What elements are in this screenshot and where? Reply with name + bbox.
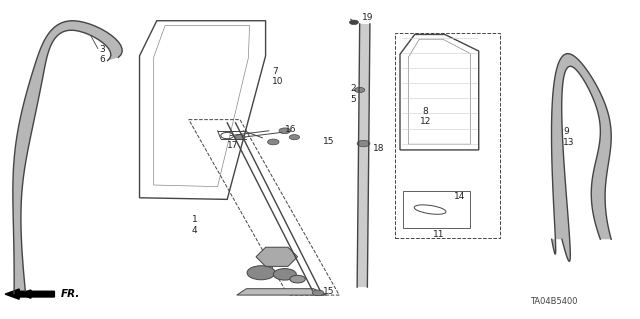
Circle shape [247, 266, 275, 280]
Polygon shape [357, 24, 370, 287]
Polygon shape [552, 54, 611, 261]
Text: 7
10: 7 10 [272, 67, 284, 86]
Circle shape [290, 275, 305, 283]
Text: 19: 19 [362, 13, 373, 22]
Text: 8
12: 8 12 [420, 107, 431, 126]
Text: 9
13: 9 13 [563, 128, 575, 147]
Text: 18: 18 [372, 144, 384, 153]
Polygon shape [237, 289, 326, 295]
Text: TA04B5400: TA04B5400 [530, 297, 577, 306]
Circle shape [279, 128, 291, 134]
Circle shape [268, 139, 279, 145]
Polygon shape [256, 247, 298, 266]
FancyArrow shape [5, 289, 54, 299]
Text: 14: 14 [454, 192, 466, 201]
Text: 16: 16 [285, 125, 296, 134]
Polygon shape [13, 21, 122, 293]
Circle shape [273, 269, 296, 280]
Text: 15: 15 [323, 287, 335, 296]
Text: 1
4: 1 4 [192, 215, 198, 234]
Circle shape [235, 135, 245, 140]
Circle shape [357, 140, 370, 147]
Text: 17: 17 [227, 141, 239, 150]
Circle shape [355, 87, 365, 93]
Text: 3
6: 3 6 [99, 45, 105, 64]
Circle shape [289, 135, 300, 140]
Bar [403, 191, 470, 228]
Circle shape [349, 20, 358, 25]
Text: FR.: FR. [61, 289, 80, 299]
Circle shape [312, 290, 324, 296]
Text: 2
5: 2 5 [351, 85, 356, 104]
Text: 11: 11 [433, 230, 444, 239]
Text: 15: 15 [323, 137, 335, 146]
Bar [395, 33, 500, 238]
